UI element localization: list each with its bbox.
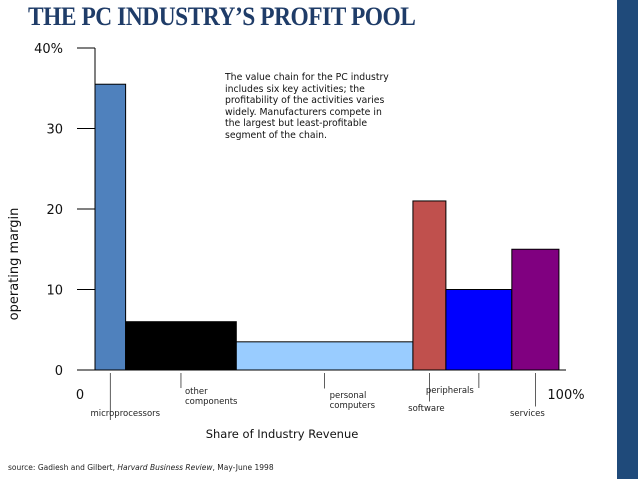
source-prefix: source: Gadiesh and Gilbert, (8, 463, 118, 472)
source-suffix: , May-June 1998 (212, 463, 274, 472)
bar-microprocessors (94, 83, 127, 371)
bar-other (125, 321, 237, 371)
x-tick-label: 100% (547, 388, 584, 403)
bar-software (412, 200, 447, 371)
bar-peripherals (445, 289, 513, 371)
profit-pool-chart: 0 10 20 30 40% operating margin 0 100% Share of … (7, 42, 585, 441)
sidebar-decoration (617, 0, 638, 479)
x-axis-label: Share of Industry Revenue (206, 427, 359, 441)
segment-label: personal computers (330, 391, 376, 411)
y-tick-label: 30 (46, 123, 63, 138)
segment-label: microprocessors (90, 409, 160, 419)
segment-label: other components (185, 387, 238, 407)
y-tick-label: 0 (55, 364, 63, 379)
y-axis-label: operating margin (7, 208, 22, 321)
bar-services (511, 248, 560, 371)
chart-annotation: The value chain for the PC industry incl… (225, 72, 389, 141)
source-publication: Harvard Business Review (117, 463, 213, 472)
y-tick-label: 10 (46, 284, 63, 299)
y-tick-label: 20 (46, 203, 63, 218)
y-tick-label: 40% (34, 42, 63, 57)
segment-label: software (408, 404, 445, 414)
page-title: THE PC INDUSTRY’S PROFIT POOL (28, 2, 416, 31)
source-citation: source: Gadiesh and Gilbert, Harvard Bus… (8, 463, 274, 472)
segment-label: services (510, 409, 545, 419)
segment-label: peripherals (426, 386, 475, 396)
x-tick-label: 0 (76, 388, 84, 403)
bar-personal (235, 341, 414, 371)
